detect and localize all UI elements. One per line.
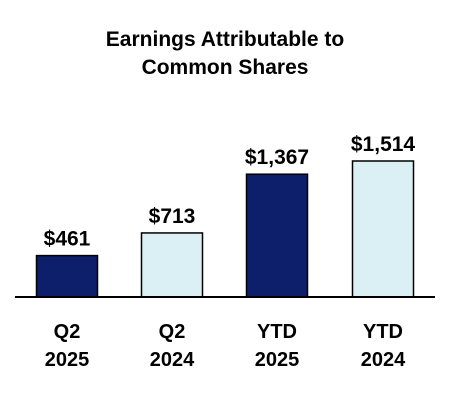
category-label-2-line-2: 2025 <box>255 349 300 371</box>
value-label-0: $461 <box>44 228 91 251</box>
value-label-1: $713 <box>149 205 196 228</box>
category-label-3-line-1: YTD <box>363 321 403 343</box>
category-label-1-line-1: Q2 <box>159 321 186 343</box>
chart-title-line-2: Common Shares <box>141 56 309 79</box>
value-label-3: $1,514 <box>351 133 416 156</box>
bar-1 <box>140 232 204 298</box>
category-label-0-line-1: Q2 <box>54 321 81 343</box>
chart-title-line-1: Earnings Attributable to <box>105 28 345 51</box>
chart-title: Earnings Attributable to Common Shares <box>0 26 450 82</box>
value-label-2: $1,367 <box>245 146 309 169</box>
category-label-2-line-1: YTD <box>257 321 297 343</box>
bar-3 <box>351 160 415 298</box>
category-label-3-line-2: 2024 <box>361 349 406 371</box>
category-label-1-line-2: 2024 <box>150 349 195 371</box>
bar-0 <box>35 254 99 298</box>
bar-2 <box>245 173 309 298</box>
category-label-0-line-2: 2025 <box>45 349 90 371</box>
